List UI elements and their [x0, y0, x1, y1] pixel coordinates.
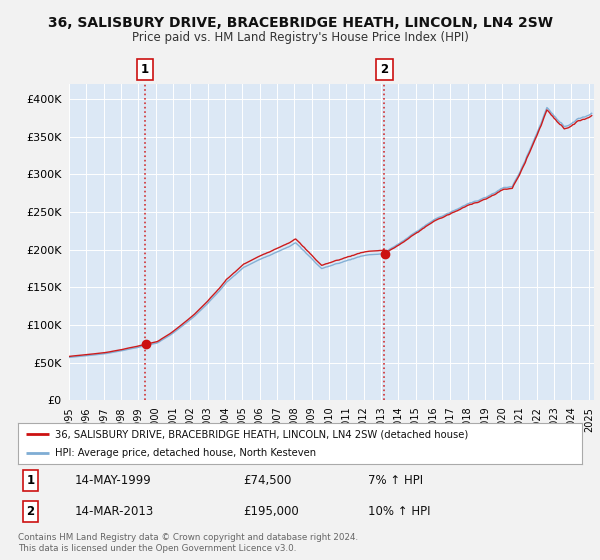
Text: 2: 2	[26, 505, 34, 518]
Text: 1: 1	[140, 63, 149, 76]
Text: £195,000: £195,000	[244, 505, 299, 518]
Text: 7% ↑ HPI: 7% ↑ HPI	[368, 474, 423, 487]
Text: 2: 2	[380, 63, 388, 76]
Text: Price paid vs. HM Land Registry's House Price Index (HPI): Price paid vs. HM Land Registry's House …	[131, 31, 469, 44]
Text: HPI: Average price, detached house, North Kesteven: HPI: Average price, detached house, Nort…	[55, 448, 316, 458]
Text: 36, SALISBURY DRIVE, BRACEBRIDGE HEATH, LINCOLN, LN4 2SW: 36, SALISBURY DRIVE, BRACEBRIDGE HEATH, …	[47, 16, 553, 30]
Text: 14-MAY-1999: 14-MAY-1999	[74, 474, 151, 487]
Text: £74,500: £74,500	[244, 474, 292, 487]
Text: 36, SALISBURY DRIVE, BRACEBRIDGE HEATH, LINCOLN, LN4 2SW (detached house): 36, SALISBURY DRIVE, BRACEBRIDGE HEATH, …	[55, 430, 468, 439]
Text: 10% ↑ HPI: 10% ↑ HPI	[368, 505, 430, 518]
Text: 1: 1	[26, 474, 34, 487]
Text: Contains HM Land Registry data © Crown copyright and database right 2024.
This d: Contains HM Land Registry data © Crown c…	[18, 533, 358, 553]
Text: 14-MAR-2013: 14-MAR-2013	[74, 505, 154, 518]
